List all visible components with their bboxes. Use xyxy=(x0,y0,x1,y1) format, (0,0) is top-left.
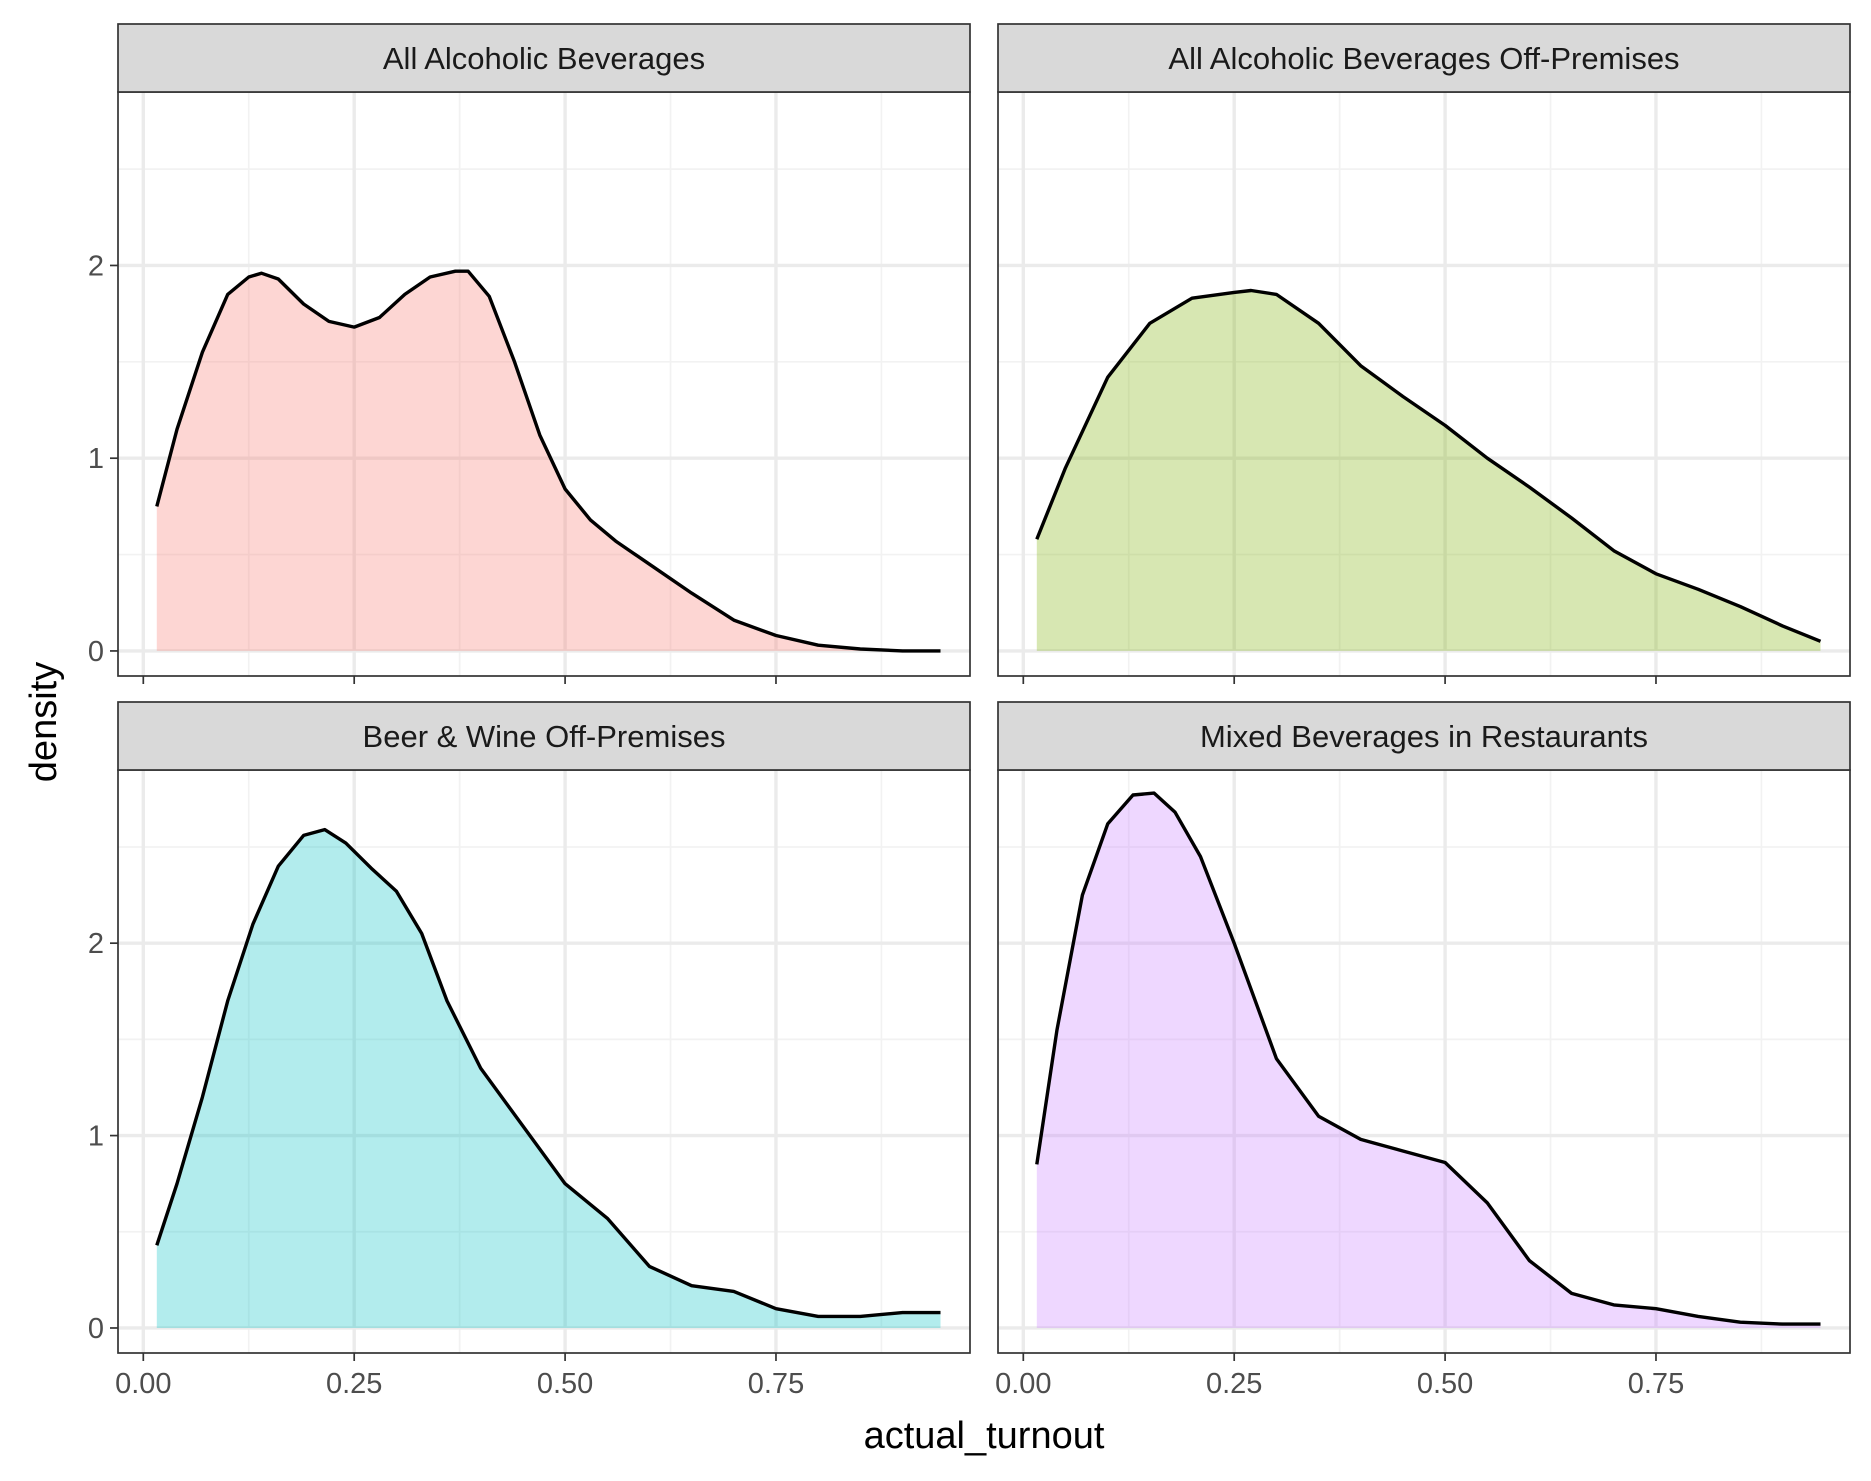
x-tick-label: 0.00 xyxy=(115,1368,171,1400)
density-line xyxy=(1035,791,1821,1326)
facet-strip xyxy=(117,701,971,771)
x-tick-label: 0.50 xyxy=(537,1368,593,1400)
density-line xyxy=(155,827,941,1319)
facet-panel: All Alcoholic Beverages 0 1 2 xyxy=(88,23,971,684)
y-axis-title: density xyxy=(23,662,65,782)
x-tick-label: 0.00 xyxy=(995,1368,1051,1400)
x-tick-label: 0.25 xyxy=(326,1368,382,1400)
density-area xyxy=(1036,290,1821,651)
y-tick-label: 1 xyxy=(88,443,104,475)
density-area xyxy=(1036,793,1821,1328)
facet-panel: Beer & Wine Off-Premises 0 1 2 0.00 0.25 0.50 0… xyxy=(88,701,971,1400)
x-tick-label: 0.75 xyxy=(1628,1368,1684,1400)
facet-strip-label: All Alcoholic Beverages xyxy=(383,41,705,76)
facet-strip xyxy=(997,701,1851,771)
x-tick-label: 0.75 xyxy=(748,1368,804,1400)
y-tick-label: 0 xyxy=(88,636,104,668)
facet-strip-label: Mixed Beverages in Restaurants xyxy=(1200,719,1648,754)
facet-panel: All Alcoholic Beverages Off-Premises xyxy=(997,23,1851,684)
panel-background xyxy=(118,770,970,1353)
y-tick-label: 2 xyxy=(88,928,104,960)
density-line xyxy=(155,269,941,653)
density-line xyxy=(1035,288,1822,643)
x-axis-title: actual_turnout xyxy=(864,1415,1105,1457)
facet-strip-label: Beer & Wine Off-Premises xyxy=(363,719,726,754)
y-tick-label: 0 xyxy=(88,1313,104,1345)
x-tick-label: 0.50 xyxy=(1417,1368,1473,1400)
y-tick-label: 2 xyxy=(88,250,104,282)
density-area xyxy=(156,829,941,1328)
facet-strip xyxy=(117,23,971,93)
panel-background xyxy=(998,92,1850,676)
facet-strip xyxy=(997,23,1851,93)
x-tick-label: 0.25 xyxy=(1206,1368,1262,1400)
density-area xyxy=(156,271,941,651)
facet-panel: Mixed Beverages in Restaurants 0.00 0.25 0.… xyxy=(995,701,1851,1400)
panel-background xyxy=(998,770,1850,1353)
facet-strip-label: All Alcoholic Beverages Off-Premises xyxy=(1168,41,1679,76)
y-tick-label: 1 xyxy=(88,1121,104,1153)
panel-background xyxy=(118,92,970,676)
